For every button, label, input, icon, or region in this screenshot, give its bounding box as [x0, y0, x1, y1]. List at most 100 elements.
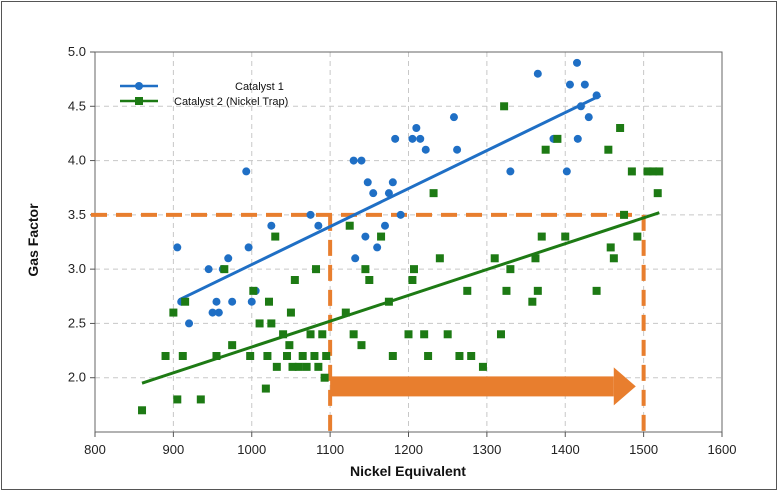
data-point [429, 189, 438, 198]
data-point [320, 373, 329, 382]
data-point [455, 352, 464, 360]
legend-marker-catalyst-2 [135, 97, 143, 105]
data-point [288, 362, 297, 371]
data-point [173, 243, 182, 252]
trend-line-1 [178, 94, 602, 301]
data-point [285, 341, 294, 350]
data-point [264, 297, 273, 306]
data-point [185, 319, 194, 328]
data-point [377, 232, 386, 241]
trend-line-2 [141, 211, 660, 385]
data-point [306, 210, 315, 219]
data-point [580, 80, 589, 89]
grid [95, 51, 722, 432]
data-point [435, 254, 444, 263]
data-point [541, 145, 550, 154]
data-point [178, 352, 187, 360]
data-point [500, 102, 509, 111]
data-point [649, 167, 658, 176]
data-point [416, 134, 425, 143]
y-axis-ticks: 2.0 2.5 3.0 3.5 4.0 4.5 5.0 [68, 44, 95, 385]
data-point [345, 221, 354, 230]
data-point [561, 232, 570, 241]
data-point [214, 308, 223, 317]
data-point [138, 406, 147, 415]
x-tick-label: 1300 [472, 442, 501, 457]
legend: Catalyst 1 Catalyst 2 (Nickel Trap) [120, 81, 288, 108]
y-tick-label: 4.0 [68, 153, 86, 168]
data-point [267, 221, 276, 230]
x-tick-label: 1100 [316, 442, 344, 457]
y-tick-label: 2.5 [68, 315, 86, 330]
data-point [249, 286, 258, 295]
data-point [653, 189, 662, 198]
data-point [391, 134, 400, 143]
data-point [384, 297, 393, 306]
data-point [573, 58, 582, 67]
y-tick-label: 2.0 [68, 370, 86, 385]
series-layer [138, 58, 664, 415]
data-point [271, 232, 280, 241]
data-point [562, 167, 571, 176]
data-point [408, 134, 417, 143]
data-point [242, 167, 251, 176]
data-point [212, 297, 221, 306]
data-point [380, 221, 389, 230]
x-tick-label: 900 [163, 442, 185, 457]
data-point [363, 178, 372, 187]
data-point [449, 113, 458, 122]
data-point [246, 352, 255, 360]
data-point [408, 276, 417, 284]
data-point [478, 362, 487, 371]
annotations [91, 212, 646, 432]
data-point [306, 330, 315, 339]
data-point [506, 167, 515, 176]
data-point [537, 232, 546, 241]
data-point [409, 265, 418, 274]
y-tick-label: 3.5 [68, 207, 86, 222]
data-point [584, 113, 593, 122]
x-axis-title: Nickel Equivalent [350, 463, 466, 479]
arrow-shaft [330, 376, 614, 397]
data-point [467, 352, 476, 360]
data-point [263, 352, 272, 360]
data-point [212, 352, 221, 360]
data-point [443, 330, 452, 339]
data-point [247, 297, 256, 306]
data-point [396, 210, 405, 219]
data-point [627, 167, 636, 176]
data-point [463, 286, 472, 295]
data-point [373, 243, 382, 252]
data-point [553, 134, 562, 143]
data-point [261, 384, 270, 393]
data-point [283, 352, 292, 360]
x-axis-ticks: 800 900 1000 1100 1200 1300 1400 1500 1600 [84, 432, 736, 457]
data-point [204, 265, 213, 274]
data-point [592, 286, 601, 295]
data-point [279, 330, 288, 339]
data-point [169, 308, 178, 317]
data-point [349, 330, 358, 339]
data-point [531, 254, 540, 263]
data-point [196, 395, 205, 404]
data-point [592, 91, 601, 100]
data-point [255, 319, 264, 328]
y-tick-label: 3.0 [68, 261, 86, 276]
data-point [528, 297, 537, 306]
x-tick-label: 1200 [394, 442, 423, 457]
data-point [161, 352, 170, 360]
data-point [533, 69, 542, 78]
data-point [361, 232, 370, 241]
y-axis-title: Gas Factor [25, 203, 41, 277]
data-point [181, 297, 190, 306]
data-point [361, 265, 370, 274]
y-tick-label: 5.0 [68, 44, 86, 59]
data-point [351, 254, 360, 263]
data-point [220, 265, 229, 274]
data-point [286, 308, 295, 317]
data-point [302, 362, 311, 371]
data-point [421, 145, 430, 154]
data-point [412, 124, 421, 132]
data-point [272, 362, 281, 371]
data-point [310, 352, 319, 360]
